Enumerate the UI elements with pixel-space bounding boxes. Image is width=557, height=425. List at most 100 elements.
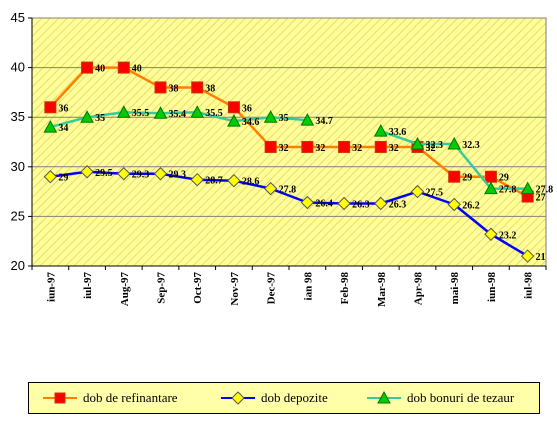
data-label: 32 <box>426 143 436 154</box>
data-label: 38 <box>169 83 179 94</box>
data-point <box>301 140 314 153</box>
data-point <box>338 140 351 153</box>
square-marker-icon <box>43 392 77 404</box>
data-point <box>300 195 315 210</box>
data-point <box>448 170 461 183</box>
y-tick-label: 35 <box>11 109 25 124</box>
data-point <box>300 113 315 126</box>
data-label: 36 <box>58 103 68 114</box>
x-tick-label: Feb-98 <box>339 272 351 305</box>
x-tick-label: ian 98 <box>302 272 314 301</box>
plot-area <box>31 17 547 267</box>
x-tick-label: iul-98 <box>523 272 535 299</box>
series-line <box>50 110 308 129</box>
data-label: 29.3 <box>132 170 150 181</box>
data-label: 28.6 <box>242 177 260 188</box>
data-point <box>227 101 240 114</box>
data-label: 38 <box>205 83 215 94</box>
data-point <box>447 136 462 150</box>
data-point <box>264 140 277 153</box>
x-tick-label: Dec-97 <box>266 272 278 305</box>
data-label: 27.5 <box>426 188 444 199</box>
data-label: 32 <box>279 143 289 154</box>
series-group <box>43 61 535 263</box>
y-tick-label: 25 <box>11 208 25 223</box>
x-tick-label: mai-98 <box>449 272 461 305</box>
data-point <box>520 181 535 195</box>
data-label: 26.3 <box>389 200 407 211</box>
x-tick-label: Apr-98 <box>413 272 425 306</box>
data-label: 35 <box>279 113 289 124</box>
data-point <box>373 124 388 137</box>
data-label: 32 <box>315 143 325 154</box>
data-point <box>337 196 351 211</box>
data-label: 29 <box>58 173 68 184</box>
data-point <box>227 173 241 188</box>
data-label: 32.3 <box>462 140 480 151</box>
data-label: 34.6 <box>242 117 260 128</box>
data-label: 26.3 <box>352 200 370 211</box>
x-tick-label: iun-98 <box>486 272 498 302</box>
data-point <box>153 167 168 181</box>
x-tick-label: Sep-97 <box>156 272 168 304</box>
x-tick-label: Aug-97 <box>119 272 131 307</box>
data-label: 26.4 <box>315 199 333 210</box>
x-tick-label: Oct-97 <box>192 272 204 304</box>
data-label: 36 <box>242 103 252 114</box>
legend-label: dob bonuri de tezaur <box>407 390 515 405</box>
data-point <box>263 110 278 123</box>
data-label: 27 <box>536 193 546 204</box>
data-point <box>154 81 167 94</box>
y-tick-label: 20 <box>11 258 25 273</box>
data-label: 32.3 <box>426 140 444 151</box>
data-point <box>43 120 58 133</box>
data-point <box>191 81 204 94</box>
data-label: 29.5 <box>95 168 113 179</box>
diamond-marker-icon <box>221 391 255 405</box>
y-axis: 20 25 30 35 40 45 <box>11 10 33 273</box>
data-point <box>153 106 168 119</box>
data-point <box>190 105 205 118</box>
data-label: 32 <box>389 143 399 154</box>
data-point <box>44 101 57 114</box>
triangle-marker-icon <box>367 391 401 404</box>
series-line <box>49 66 529 198</box>
line-chart: 20 25 30 35 40 45 iun-97 iul-97 Aug-97 Sep-97 Oct… <box>11 10 554 307</box>
data-label: 34.7 <box>315 116 333 127</box>
legend-item-bonuri-tezaur: dob bonuri de tezaur <box>365 383 514 413</box>
data-label: 32 <box>352 143 362 154</box>
data-point <box>410 184 425 199</box>
data-label: 33.6 <box>389 127 407 138</box>
data-label: 35.5 <box>132 108 150 119</box>
data-label: 34 <box>58 123 68 134</box>
data-label: 29.3 <box>169 170 187 181</box>
data-label: 40 <box>132 64 142 75</box>
data-label: 40 <box>95 64 105 75</box>
data-point <box>190 172 204 187</box>
data-label: 28.7 <box>205 176 223 187</box>
data-point <box>374 196 388 211</box>
data-point <box>43 170 58 184</box>
data-point <box>117 61 130 74</box>
legend-label: dob depozite <box>261 390 328 405</box>
legend-label: dob de refinantare <box>83 390 178 405</box>
x-tick-label: iun-97 <box>45 272 57 302</box>
data-point <box>410 136 425 150</box>
data-point <box>484 181 498 195</box>
legend-item-refinantare: dob de refinantare <box>41 383 178 413</box>
data-point <box>447 197 461 212</box>
data-point <box>81 61 94 74</box>
data-label: 35.4 <box>169 109 187 120</box>
data-label: 26.2 <box>462 200 480 211</box>
data-point <box>484 170 497 183</box>
data-label: 35 <box>95 113 105 124</box>
data-label: 27.8 <box>499 185 517 196</box>
data-point <box>80 110 94 123</box>
data-point <box>116 105 131 118</box>
legend: dob de refinantare dob depozite dob bonu… <box>28 382 540 414</box>
y-tick-label: 40 <box>11 60 25 75</box>
data-label: 23.2 <box>499 230 517 241</box>
legend-item-depozite: dob depozite <box>219 383 328 413</box>
data-label: 29 <box>462 173 472 184</box>
x-tick-label: iul-97 <box>82 272 94 299</box>
